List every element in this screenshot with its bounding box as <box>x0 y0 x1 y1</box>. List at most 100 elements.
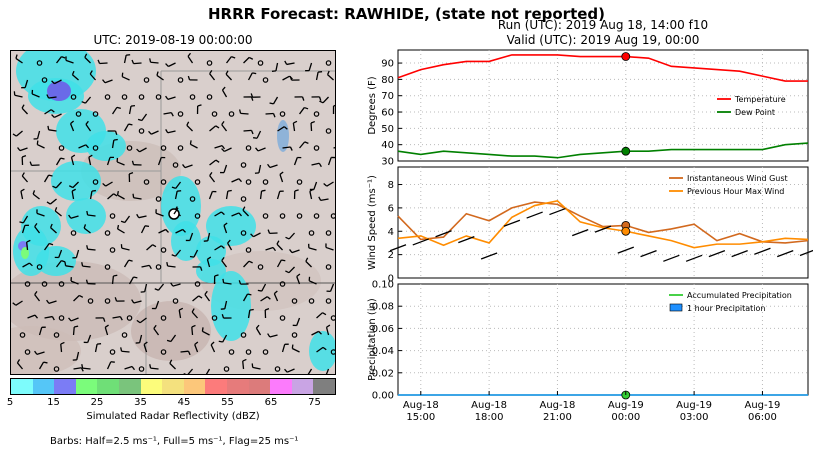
calm-wind-marker <box>109 247 116 253</box>
wind-barb-flag <box>272 247 277 252</box>
calm-wind-marker <box>296 213 303 219</box>
wind-barb <box>322 96 330 104</box>
wind-barb-flag <box>273 290 278 295</box>
wind-barb-flag <box>47 125 50 130</box>
wind-barb <box>299 107 305 115</box>
wind-barb <box>140 225 146 234</box>
wind-barb-flag <box>89 70 93 75</box>
wind-barb-flag <box>318 96 322 101</box>
wind-barb <box>71 191 75 200</box>
wind-barb-flag <box>131 59 135 64</box>
wind-barb-flag <box>204 290 208 295</box>
calm-wind-marker <box>228 111 235 117</box>
colorbar-segment <box>118 379 141 394</box>
calm-wind-marker <box>155 94 162 100</box>
colorbar-segment <box>183 379 206 394</box>
wind-barb <box>138 215 147 219</box>
calm-wind-marker <box>24 281 31 287</box>
colorbar-segment <box>11 379 33 394</box>
wind-barb-flag <box>223 222 228 226</box>
calm-wind-marker <box>240 162 247 168</box>
wind-barb-flag <box>165 229 169 233</box>
radar-echo <box>36 246 76 276</box>
wind-barb-flag <box>46 201 51 205</box>
calm-wind-marker <box>279 281 286 287</box>
wind-barb-flag <box>102 182 107 187</box>
series-line-previous-hour-max-wind <box>397 200 809 249</box>
y-axis-label: Precipitation (in) <box>367 298 378 381</box>
x-tick-label: 03:00 <box>680 412 709 423</box>
calm-wind-marker <box>41 77 48 83</box>
colorbar-segment <box>75 379 98 394</box>
wind-barb-flag <box>64 261 67 266</box>
wind-barb-flag <box>19 221 24 224</box>
calm-wind-marker <box>104 264 111 270</box>
wind-barb-flag <box>248 260 253 264</box>
wind-barb <box>44 109 52 115</box>
wind-barb-flag <box>102 79 106 84</box>
wind-barb-flag <box>60 341 65 345</box>
wind-barb-flag <box>152 244 157 248</box>
wind-barb <box>94 344 98 353</box>
radar-echo <box>196 236 226 266</box>
y-tick-label: 70 <box>381 91 394 102</box>
wind-barb-flag <box>20 188 25 192</box>
wind-barb <box>291 249 300 254</box>
wind-barb <box>333 147 335 149</box>
wind-barb-flag <box>304 106 309 110</box>
wind-barb-flag <box>322 346 327 351</box>
wind-barb-flag <box>114 130 118 135</box>
calm-wind-marker <box>121 332 128 338</box>
wind-barb-flag <box>86 210 89 216</box>
wind-barb-flag <box>222 86 226 91</box>
wind-barb <box>157 157 162 166</box>
wind-barb <box>158 228 167 234</box>
x-tick-label: 21:00 <box>543 412 572 423</box>
wind-barb-flag <box>81 101 86 104</box>
wind-barb <box>44 315 53 319</box>
wind-barb <box>174 249 182 257</box>
wind-barb <box>21 225 26 234</box>
wind-barb-flag <box>326 324 331 328</box>
series-line-instantaneous-wind-gust <box>397 201 809 244</box>
calm-wind-marker <box>274 366 281 372</box>
wind-barb <box>133 300 142 304</box>
wind-barb <box>549 207 566 216</box>
colorbar-tick-label: 15 <box>47 397 60 408</box>
wind-barb-flag <box>46 299 50 304</box>
wind-barb <box>311 162 320 166</box>
wind-barb <box>150 367 159 370</box>
radar-echo <box>196 259 226 283</box>
wind-barb <box>435 230 452 238</box>
y-tick-label: 0.02 <box>372 368 394 379</box>
wind-barb <box>87 214 96 217</box>
reflectivity-colorbar <box>10 378 336 395</box>
wind-barb-flag <box>50 109 55 113</box>
wind-barb-flag <box>128 259 133 262</box>
wind-barb <box>72 181 79 189</box>
wind-barb <box>221 124 228 132</box>
wind-barb <box>526 211 543 219</box>
y-tick-label: 0.08 <box>372 302 394 313</box>
wind-barb-flag <box>267 333 271 338</box>
wind-barb <box>116 161 125 166</box>
wind-barb <box>255 327 262 336</box>
wind-barb-flag <box>61 56 66 59</box>
y-tick-label: 60 <box>381 108 394 119</box>
wind-barb <box>49 198 57 205</box>
wind-barb <box>106 157 111 166</box>
wind-barb <box>111 106 118 115</box>
wind-barb-flag <box>48 174 53 177</box>
wind-barb-flag <box>131 366 136 371</box>
wind-barb-flag <box>21 104 25 109</box>
wind-barb-flag <box>333 104 335 107</box>
wind-barb <box>121 76 130 81</box>
radar-echo <box>86 131 126 161</box>
wind-barb <box>227 242 233 251</box>
wind-barb <box>282 146 291 149</box>
wind-barb <box>210 344 216 353</box>
wind-barb <box>708 250 726 258</box>
wind-barb <box>155 300 160 309</box>
wind-barb-flag <box>227 189 232 192</box>
